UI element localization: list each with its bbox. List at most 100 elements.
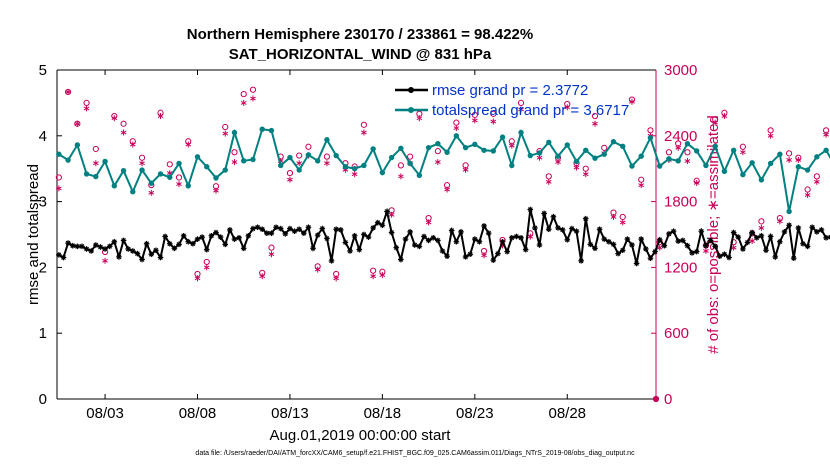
totalspread-point [786, 208, 792, 215]
rmse-point [421, 233, 427, 240]
obs-assimilated-point [536, 154, 543, 161]
obs-assimilated-point [111, 115, 118, 122]
obs-possible-point [758, 218, 765, 225]
rmse-point [596, 226, 603, 233]
obs-possible-point [120, 120, 127, 127]
rmse-point [208, 233, 215, 239]
rmse-point [744, 239, 751, 246]
rmse-point [652, 248, 658, 255]
rmse-point [587, 241, 594, 248]
obs-assimilated-point [185, 141, 192, 148]
totalspread-point [527, 152, 533, 159]
rmse-point [157, 254, 164, 261]
rmse-point [435, 237, 441, 244]
rmse-point [324, 235, 330, 242]
obs-assimilated-point [231, 159, 238, 166]
rmse-point [310, 245, 316, 252]
obs-assimilated-point [351, 171, 358, 178]
totalspread-point [490, 148, 497, 154]
obs-assimilated-point [610, 213, 617, 220]
totalspread-point [222, 167, 228, 173]
obs-possible-point [434, 148, 441, 155]
totalspread-point [703, 162, 709, 169]
totalspread-point [139, 167, 145, 173]
rmse-point [504, 248, 510, 255]
obs-assimilated-point [758, 224, 765, 231]
rmse-point [430, 234, 437, 241]
rmse-point [171, 245, 178, 252]
rmse-point [670, 228, 677, 235]
obs-assimilated-point [425, 219, 432, 226]
rmse-point [606, 238, 612, 245]
obs-possible-point [296, 152, 303, 159]
rmse-point [536, 242, 543, 248]
obs-assimilated-point [434, 159, 441, 166]
rmse-point [495, 250, 501, 257]
totalspread-point [675, 158, 681, 164]
x-axis-label: Aug.01,2019 00:00:00 start [269, 427, 451, 444]
totalspread-point [74, 142, 81, 148]
rmse-point [499, 238, 506, 245]
y-right-tick-label: 600 [664, 325, 689, 342]
totalspread-point [231, 129, 238, 136]
rmse-point [203, 246, 210, 253]
rmse-point [97, 244, 104, 250]
obs-assimilated-point [268, 251, 275, 258]
obs-possible-point [665, 149, 673, 156]
obs-assimilated-point [795, 156, 802, 163]
rmse-point [522, 246, 529, 253]
x-tick-label: 08/18 [364, 405, 402, 422]
rmse-point [726, 254, 732, 261]
rmse-point [56, 252, 62, 258]
rmse-point [777, 238, 783, 245]
rmse-point [374, 219, 381, 226]
totalspread-point [767, 160, 774, 167]
obs-assimilated-point [222, 130, 229, 137]
rmse-point [693, 248, 700, 255]
totalspread-point [564, 142, 570, 148]
totalspread-point [601, 151, 607, 157]
obs-assimilated-point [444, 186, 450, 193]
obs-assimilated-point [139, 160, 145, 167]
rmse-point [767, 233, 774, 240]
totalspread-point [629, 163, 635, 169]
rmse-point [222, 241, 229, 248]
rmse-point [439, 248, 446, 254]
totalspread-point [120, 167, 127, 174]
obs-assimilated-point [693, 179, 700, 186]
y-right-axis-label: # of obs: o=possible; ∗=assimilated [705, 115, 722, 354]
rmse-point [291, 228, 298, 235]
rmse-point [647, 255, 654, 261]
rmse-point [467, 251, 473, 258]
rmse-point [555, 225, 561, 231]
obs-possible-point [804, 186, 811, 193]
rmse-point [485, 230, 492, 236]
totalspread-point [351, 166, 358, 172]
obs-assimilated-point [453, 125, 460, 132]
totalspread-point [425, 144, 432, 151]
rmse-point [268, 230, 275, 236]
rmse-point [259, 226, 266, 233]
legend-rmse-label: rmse grand pr = 2.3772 [432, 82, 588, 99]
rmse-point [680, 237, 686, 244]
rmse-point [213, 229, 219, 236]
totalspread-point [324, 137, 330, 143]
totalspread-point [314, 158, 321, 164]
rmse-point [624, 236, 631, 242]
obs-assimilated-point [564, 104, 571, 111]
obs-assimilated-point [518, 106, 524, 113]
rmse-point [79, 243, 85, 250]
totalspread-point [693, 148, 700, 154]
obs-possible-point [222, 123, 229, 131]
totalspread-point [268, 127, 275, 134]
rmse-point [416, 243, 423, 250]
y-right-tick-label: 2400 [664, 128, 697, 145]
rmse-point [185, 238, 192, 245]
rmse-point [458, 229, 464, 235]
totalspread-point [712, 143, 718, 150]
rmse-point [328, 258, 335, 264]
totalspread-point [241, 158, 247, 164]
totalspread-point [610, 139, 617, 145]
obs-possible-point [305, 143, 312, 150]
